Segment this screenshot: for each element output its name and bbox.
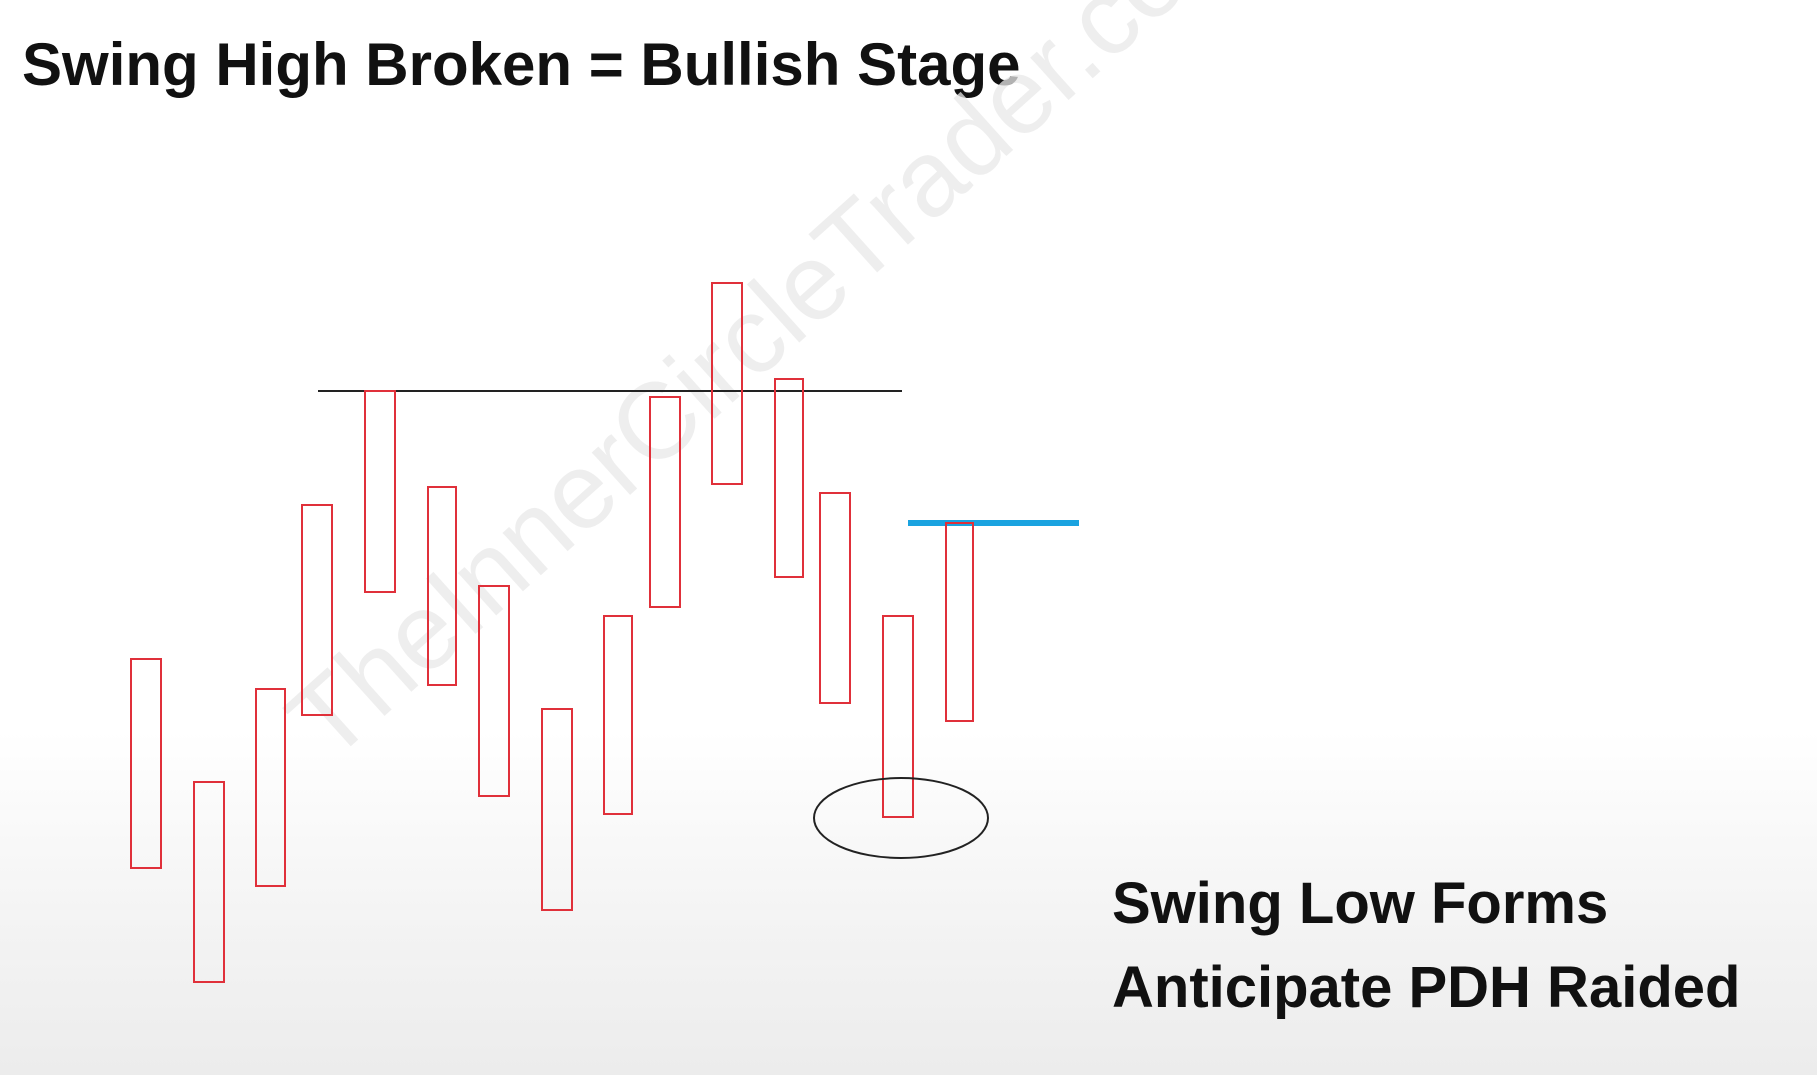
candle (193, 781, 225, 983)
candle (649, 396, 681, 608)
candle (819, 492, 851, 704)
candles (130, 282, 974, 983)
caption-line-swing-low: Swing Low Forms (1112, 871, 1609, 936)
candle (301, 504, 333, 716)
caption-line-anticipate: Anticipate PDH Raided (1112, 955, 1741, 1021)
candle (603, 615, 633, 815)
candle (882, 615, 914, 818)
caption: Swing Low Forms Anticipate PDH Raided (1112, 862, 1740, 1030)
candle (255, 688, 286, 887)
candle (711, 282, 743, 485)
candle (364, 390, 396, 593)
candle (130, 658, 162, 869)
page-title: Swing High Broken = Bullish Stage (22, 31, 1021, 98)
candle (478, 585, 510, 797)
candle (945, 522, 974, 722)
candle (774, 378, 804, 578)
swing-low-ellipse (813, 777, 989, 859)
candle (541, 708, 573, 911)
candle (427, 486, 457, 686)
